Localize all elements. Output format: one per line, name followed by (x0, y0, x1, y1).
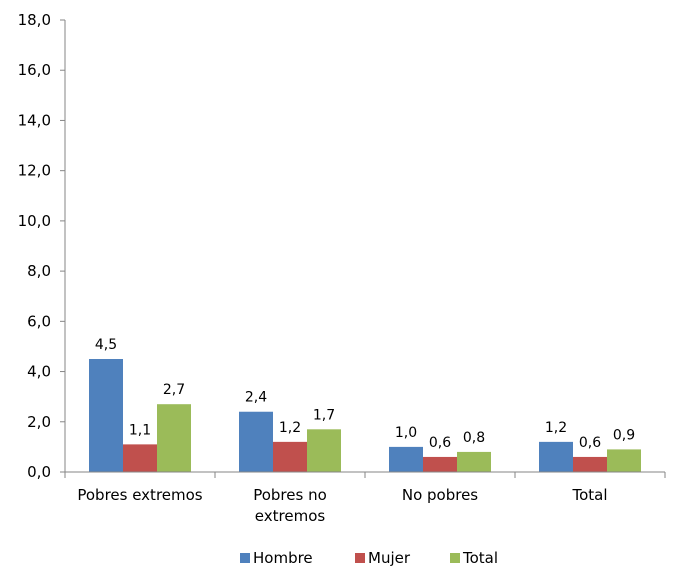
bar-total (457, 451, 491, 472)
y-tick-label: 6,0 (27, 312, 51, 330)
bar-hombre (539, 441, 573, 472)
y-tick-label: 12,0 (18, 162, 51, 180)
x-category-label: Total (571, 486, 607, 504)
data-label: 2,7 (163, 382, 185, 398)
x-category-label: Pobres no (253, 486, 327, 504)
data-label: 4,5 (95, 337, 117, 353)
bar-hombre (239, 411, 273, 472)
legend-swatch-hombre (240, 553, 250, 563)
data-label: 1,7 (313, 407, 335, 423)
x-category-label: Pobres extremos (77, 486, 202, 504)
data-label: 1,1 (129, 422, 151, 438)
y-tick-label: 8,0 (27, 262, 51, 280)
data-label: 1,0 (395, 425, 417, 441)
data-label: 0,6 (429, 435, 451, 451)
y-tick-label: 16,0 (18, 61, 51, 79)
y-axis: 0,0 2,0 4,0 6,0 8,0 10,0 12,0 14,0 16,0 18,0 (18, 11, 66, 481)
x-category-label: extremos (255, 507, 326, 525)
legend: Hombre Mujer Total (240, 549, 498, 567)
bar-mujer (573, 456, 607, 472)
bar-hombre (389, 446, 423, 472)
legend-swatch-mujer (355, 553, 365, 563)
x-axis: Pobres extremos Pobres no extremos No pobre… (64, 471, 666, 525)
legend-swatch-total (450, 553, 460, 563)
y-tick-label: 14,0 (18, 111, 51, 129)
data-label: 2,4 (245, 390, 267, 406)
data-label: 0,6 (579, 435, 601, 451)
legend-label: Hombre (253, 549, 313, 567)
legend-label: Mujer (368, 549, 411, 567)
data-label: 0,8 (463, 430, 485, 446)
y-tick-label: 10,0 (18, 212, 51, 230)
x-category-label: No pobres (402, 486, 478, 504)
bar-total (607, 449, 641, 472)
y-tick-label: 2,0 (27, 413, 51, 431)
bar-mujer (273, 441, 307, 472)
y-tick-label: 18,0 (18, 11, 51, 29)
data-label: 0,9 (613, 427, 635, 443)
bars: 4,5 1,1 2,7 2,4 1,2 1,7 1,0 0,6 0,8 1,2 0,6 0,9 (89, 337, 641, 472)
bar-hombre (89, 359, 123, 472)
data-label: 1,2 (545, 420, 567, 436)
data-label: 1,2 (279, 420, 301, 436)
legend-label: Total (462, 549, 498, 567)
bar-total (307, 429, 341, 472)
y-tick-label: 4,0 (27, 363, 51, 381)
bar-mujer (123, 444, 157, 472)
y-tick-label: 0,0 (27, 463, 51, 481)
bar-total (157, 404, 191, 472)
bar-mujer (423, 456, 457, 472)
